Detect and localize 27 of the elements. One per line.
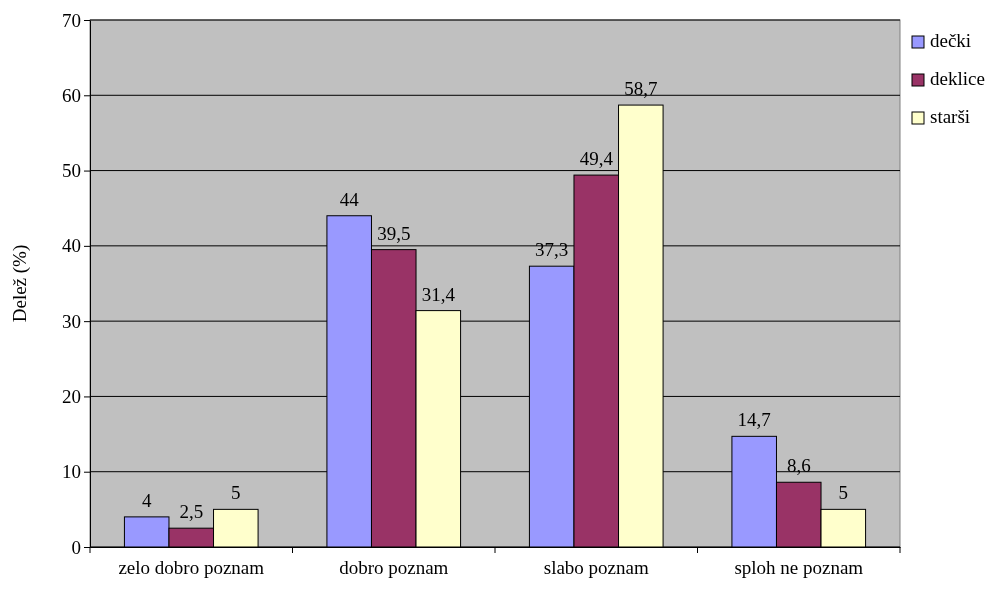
legend-label: starši <box>930 106 971 127</box>
data-label: 31,4 <box>421 283 456 305</box>
y-tick-label: 10 <box>62 461 81 483</box>
data-label: 4 <box>141 489 152 511</box>
data-label: 44 <box>339 188 360 210</box>
data-label: 5 <box>838 482 849 504</box>
data-label: 39,5 <box>377 222 411 244</box>
y-tick-label: 30 <box>62 310 81 332</box>
data-label: 8,6 <box>786 455 811 477</box>
y-tick-label: 50 <box>62 160 81 182</box>
data-label: 5 <box>231 482 241 504</box>
y-axis-title: Delež (%) <box>9 244 31 323</box>
x-tick-label: sploh ne poznam <box>734 557 864 579</box>
legend-label: deklice <box>930 68 985 89</box>
y-tick-label: 20 <box>62 386 81 408</box>
data-label: 49,4 <box>579 148 614 170</box>
x-tick-label: dobro poznam <box>339 557 449 579</box>
y-tick-label: 70 <box>62 9 81 31</box>
y-tick-label: 60 <box>62 84 81 106</box>
legend-label: dečki <box>930 30 972 51</box>
x-tick-label: zelo dobro poznam <box>118 557 265 579</box>
data-label: 58,7 <box>624 78 658 100</box>
x-tick-label: slabo poznam <box>543 557 649 579</box>
data-label: 14,7 <box>737 409 771 431</box>
y-tick-label: 40 <box>62 235 81 257</box>
y-tick-label: 0 <box>71 536 81 558</box>
data-label: 2,5 <box>179 501 204 523</box>
